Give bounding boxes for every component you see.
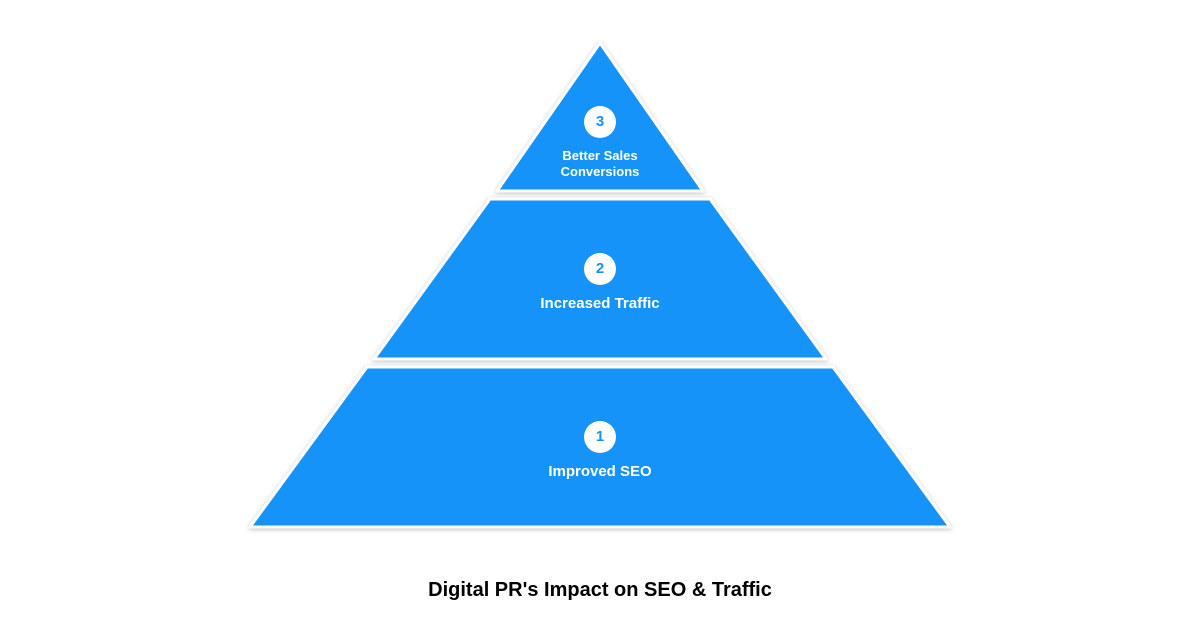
layer-number-badge: 1 [584, 421, 616, 453]
diagram-title: Digital PR's Impact on SEO & Traffic [428, 579, 772, 602]
pyramid-layer-top: 3 Better Sales Conversions [487, 38, 713, 196]
layer-label: Improved SEO [548, 463, 651, 482]
infographic-canvas: 3 Better Sales Conversions 2 Increased Traf… [0, 0, 1200, 630]
pyramid-layer-bottom: 1 Improved SEO [240, 362, 960, 532]
layer-number-badge: 3 [584, 106, 616, 138]
layer-label: Increased Traffic [540, 295, 659, 314]
pyramid-diagram: 3 Better Sales Conversions 2 Increased Traf… [200, 38, 1000, 518]
pyramid-layer-middle: 2 Increased Traffic [364, 194, 836, 364]
layer-label: Better Sales Conversions [561, 148, 640, 181]
layer-number-badge: 2 [584, 253, 616, 285]
